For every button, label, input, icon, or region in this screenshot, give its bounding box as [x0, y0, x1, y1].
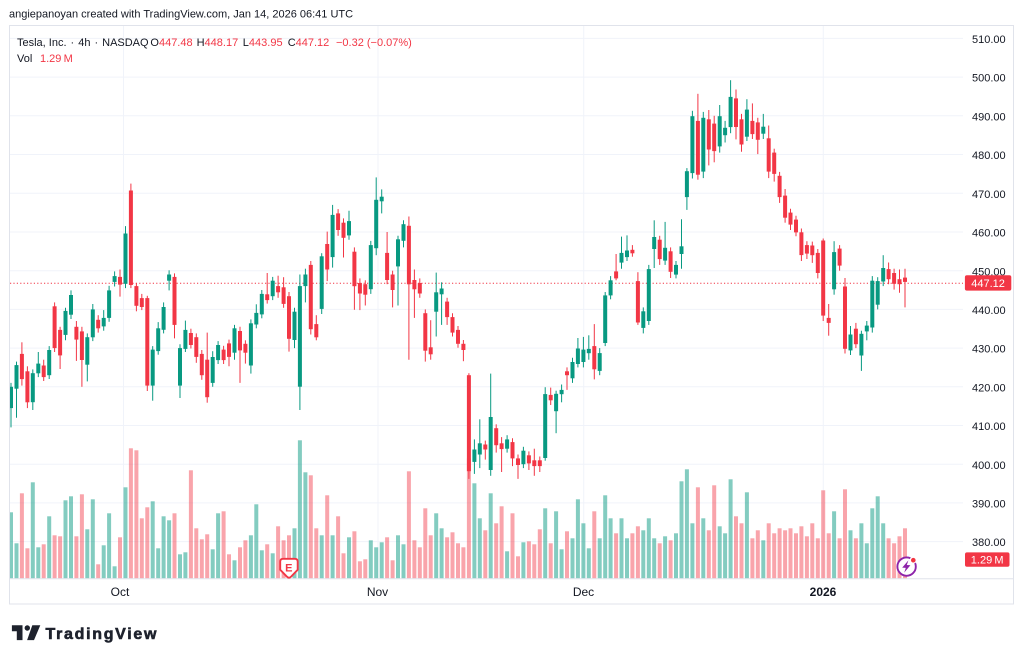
svg-text:380.00: 380.00 [972, 537, 1006, 549]
svg-text:Dec: Dec [573, 585, 594, 599]
svg-text:460.00: 460.00 [972, 228, 1006, 240]
svg-text:390.00: 390.00 [972, 499, 1006, 511]
svg-text:440.00: 440.00 [972, 305, 1006, 317]
svg-text:470.00: 470.00 [972, 189, 1006, 201]
svg-text:Oct: Oct [111, 585, 130, 599]
svg-text:420.00: 420.00 [972, 382, 1006, 394]
svg-text:480.00: 480.00 [972, 150, 1006, 162]
svg-text:430.00: 430.00 [972, 344, 1006, 356]
svg-text:1.29 M: 1.29 M [971, 555, 1004, 567]
svg-text:410.00: 410.00 [972, 421, 1006, 433]
svg-text:490.00: 490.00 [972, 111, 1006, 123]
svg-text:447.12: 447.12 [971, 278, 1005, 290]
svg-text:TradingView: TradingView [46, 626, 159, 643]
svg-text:E: E [285, 563, 292, 575]
svg-text:2026: 2026 [810, 585, 837, 599]
svg-text:510.00: 510.00 [972, 34, 1006, 46]
svg-text:Nov: Nov [367, 585, 388, 599]
svg-text:angiepanoyan created with Trad: angiepanoyan created with TradingView.co… [9, 9, 353, 21]
svg-text:400.00: 400.00 [972, 460, 1006, 472]
svg-text:500.00: 500.00 [972, 73, 1006, 85]
